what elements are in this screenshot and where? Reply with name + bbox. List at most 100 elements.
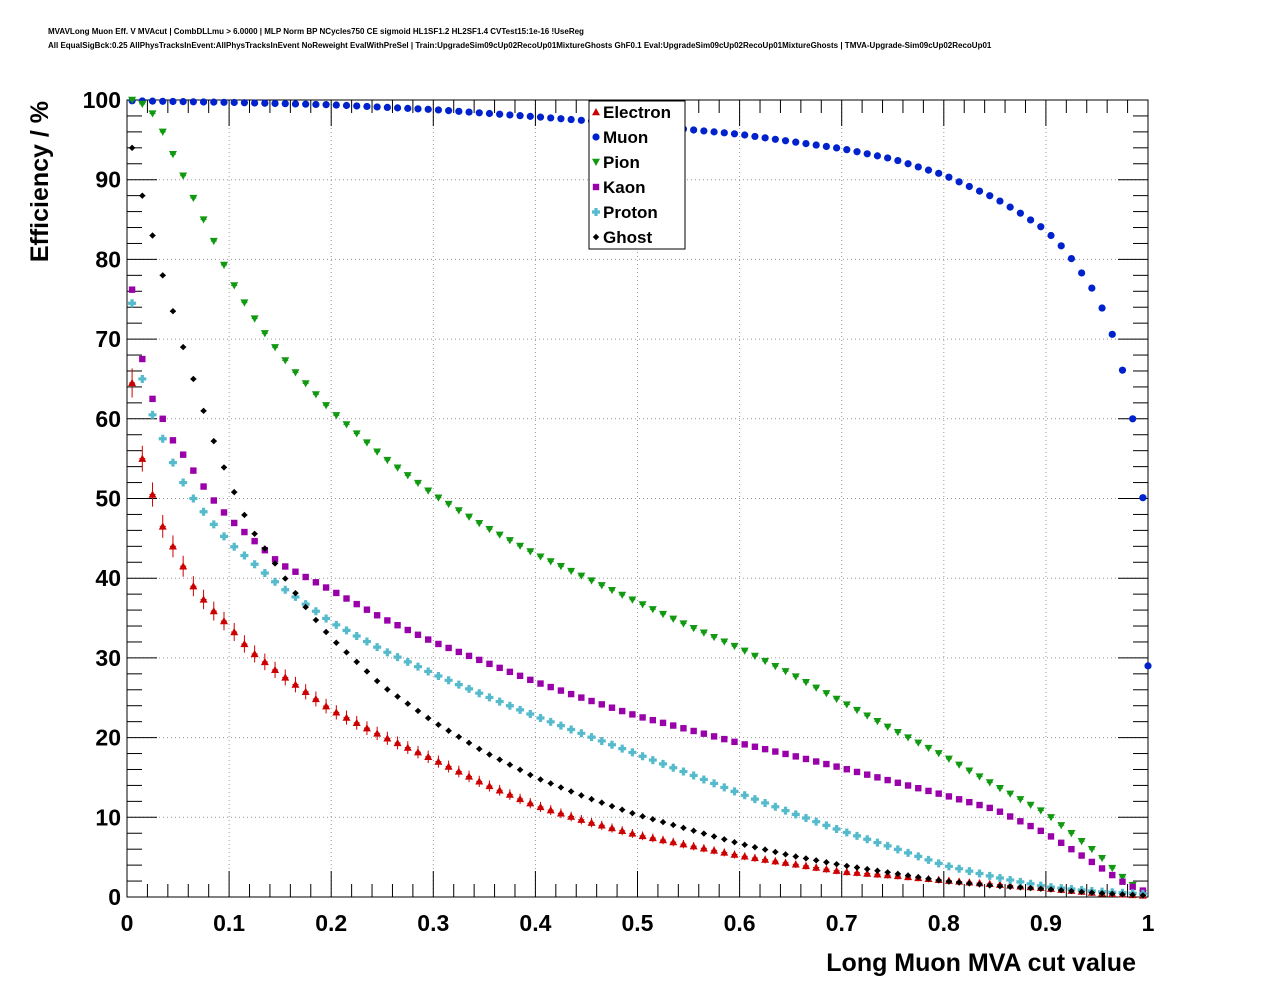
data-point [486, 751, 493, 758]
data-point [925, 875, 932, 882]
data-point [597, 821, 606, 829]
data-point [230, 282, 239, 290]
data-point [802, 755, 810, 763]
data-point [955, 178, 963, 186]
y-tick-label: 100 [83, 87, 121, 113]
data-point [168, 458, 177, 467]
data-point [1058, 887, 1065, 894]
data-points [128, 96, 1152, 899]
data-point [445, 727, 452, 734]
data-point [516, 542, 525, 550]
data-point [250, 649, 259, 658]
data-point [772, 848, 779, 856]
data-point [505, 790, 514, 798]
data-point [567, 812, 576, 820]
data-point [965, 867, 974, 876]
data-point [731, 738, 738, 746]
data-point [413, 479, 422, 488]
data-point [873, 152, 882, 160]
data-point [966, 798, 973, 806]
data-point [496, 756, 503, 763]
data-point [741, 131, 749, 139]
data-point [363, 668, 371, 675]
data-point [476, 656, 483, 664]
data-point [771, 802, 780, 811]
data-point [699, 629, 708, 637]
data-point [567, 788, 575, 795]
data-point [812, 863, 821, 871]
data-point [414, 707, 422, 715]
data-point [362, 439, 371, 447]
data-point [1047, 231, 1055, 240]
data-point [863, 869, 872, 877]
data-point [853, 868, 862, 876]
legend-marker [592, 183, 600, 191]
data-point [179, 98, 187, 106]
data-point [720, 638, 729, 646]
data-point [281, 585, 290, 594]
data-point [383, 734, 392, 742]
x-tick-label: 0.4 [519, 910, 551, 936]
data-point [781, 668, 790, 676]
data-point [1098, 854, 1107, 863]
data-point [333, 589, 340, 597]
data-point [455, 107, 463, 115]
data-point [607, 586, 616, 595]
data-point [496, 110, 504, 118]
data-point [301, 380, 310, 388]
data-point [996, 882, 1004, 890]
data-point [413, 748, 422, 756]
data-point [995, 785, 1004, 793]
data-point [873, 838, 882, 847]
data-point [282, 575, 289, 582]
data-point [434, 757, 443, 765]
data-point [792, 138, 800, 146]
data-point [1088, 858, 1096, 866]
data-point [864, 771, 871, 778]
data-point [690, 727, 697, 735]
data-point [485, 109, 494, 118]
data-point [782, 851, 789, 858]
data-point [291, 592, 300, 601]
data-point [741, 841, 748, 848]
data-point [628, 596, 637, 604]
data-point [516, 794, 525, 803]
data-point [444, 676, 453, 685]
data-point [648, 756, 657, 765]
data-point [342, 101, 351, 110]
data-point [168, 150, 177, 159]
data-point [894, 156, 902, 165]
data-point [863, 712, 872, 720]
data-point [475, 777, 484, 785]
data-point [1026, 216, 1035, 224]
data-point [1087, 845, 1096, 854]
data-point [230, 542, 239, 551]
data-point [965, 182, 973, 191]
data-point [557, 115, 565, 123]
data-point [618, 707, 626, 715]
data-point [812, 684, 821, 692]
data-point [721, 735, 728, 743]
data-point [638, 601, 647, 609]
data-point [1068, 845, 1075, 853]
data-point [1057, 242, 1065, 250]
data-point [556, 721, 565, 730]
data-point [955, 761, 964, 769]
data-point [271, 556, 279, 563]
data-point [904, 872, 912, 879]
data-point [883, 841, 892, 850]
data-point [312, 579, 320, 586]
data-point [639, 813, 646, 820]
data-point [383, 103, 391, 112]
data-point [1088, 284, 1096, 292]
data-point [669, 615, 678, 623]
data-point [639, 714, 646, 721]
data-point [843, 146, 851, 154]
data-point [404, 700, 411, 707]
data-point [618, 826, 627, 834]
data-point [740, 647, 749, 655]
legend-marker [592, 233, 600, 241]
data-point [536, 713, 545, 722]
x-tick-labels: 0 0.1 0.2 0.3 0.4 0.5 0.6 0.7 0.8 0.9 1 [121, 910, 1155, 936]
data-point [362, 637, 371, 646]
